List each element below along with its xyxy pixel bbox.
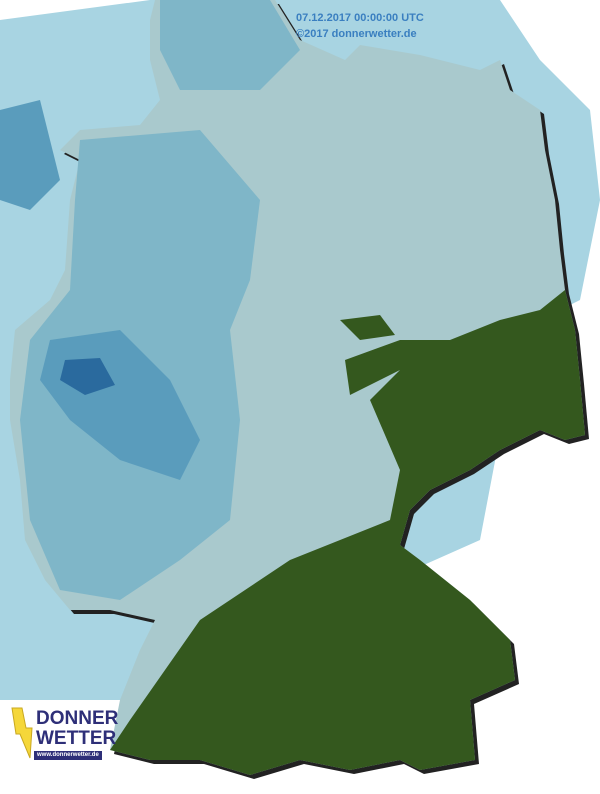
- donnerwetter-logo: DONNER WETTER www.donnerwetter.de: [8, 706, 118, 764]
- snow-cover-southeast: [110, 290, 585, 775]
- logo-line2: WETTER: [36, 728, 117, 749]
- map-header: 07.12.2017 00:00:00 UTC ©2017 donnerwett…: [296, 10, 424, 42]
- copyright: ©2017 donnerwetter.de: [296, 28, 417, 40]
- timestamp: 07.12.2017 00:00:00 UTC: [296, 12, 424, 24]
- precip-area-north: [160, 0, 300, 90]
- precip-area-heavy: [60, 358, 115, 395]
- lightning-icon: [11, 707, 33, 759]
- snow-cover-patch-north: [340, 315, 395, 340]
- logo-url: www.donnerwetter.de: [34, 751, 102, 760]
- logo-line1: DONNER: [36, 708, 119, 729]
- precip-area-sea: [0, 100, 60, 210]
